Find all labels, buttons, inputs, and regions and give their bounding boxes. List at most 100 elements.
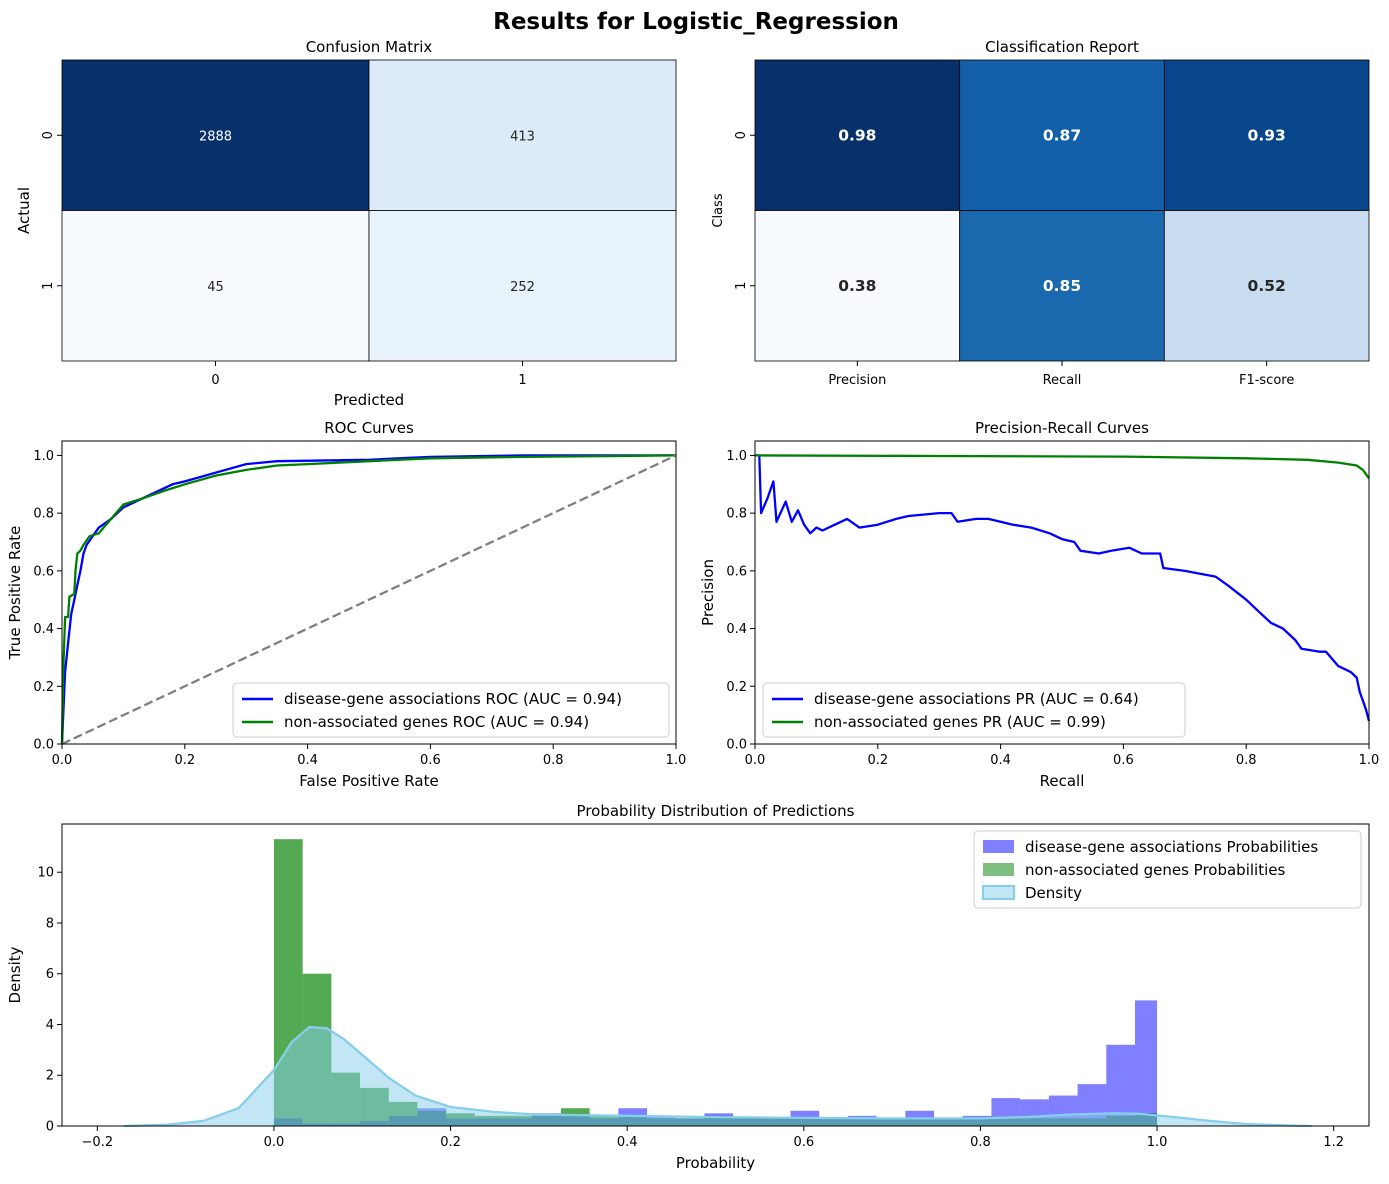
y-tick-label: 1 (734, 282, 749, 290)
y-tick-label: 6 (46, 967, 54, 982)
x-tick-label: 1 (518, 373, 526, 388)
heatmap-cell (61, 210, 370, 362)
heatmap-cell (1163, 59, 1370, 211)
plot-frame (61, 823, 1370, 1127)
legend-label: non-associated genes PR (AUC = 0.99) (814, 713, 1106, 731)
x-tick-label: 0.6 (1113, 753, 1134, 768)
heatmap-cell-label: 0.38 (838, 277, 876, 295)
x-tick-label: −0.2 (82, 1135, 114, 1150)
y-tick-label: 0.6 (33, 564, 54, 579)
x-axis-label: Probability (676, 1154, 755, 1172)
x-tick-label: 1.0 (1147, 1135, 1168, 1150)
y-tick-label: 0.2 (33, 680, 54, 695)
density-area (123, 1027, 1312, 1126)
legend-label: non-associated genes ROC (AUC = 0.94) (284, 713, 589, 731)
heatmap-cell-label: 2888 (199, 129, 232, 144)
y-tick-label: 0 (734, 131, 749, 139)
y-tick-label: 0.4 (33, 622, 54, 637)
y-tick-label: 0 (41, 131, 56, 139)
heatmap-cell (959, 59, 1165, 211)
x-tick-label: 0.2 (440, 1135, 461, 1150)
x-tick-label: 0.8 (970, 1135, 991, 1150)
heatmap-cell-label: 0.98 (838, 126, 876, 144)
x-tick-label: 0.2 (867, 753, 888, 768)
heatmap-cell (368, 210, 677, 362)
x-tick-label: 0.4 (617, 1135, 638, 1150)
x-tick-label: 0.0 (264, 1135, 285, 1150)
heatmap-cell (61, 59, 370, 211)
plot-title: Probability Distribution of Predictions (577, 802, 855, 820)
y-tick-label: 0.6 (726, 564, 747, 579)
hist-bar-disease-gene (1134, 1000, 1158, 1126)
x-axis-label: False Positive Rate (299, 772, 438, 790)
figure-suptitle: Results for Logistic_Regression (493, 9, 899, 35)
legend-label: disease-gene associations ROC (AUC = 0.9… (284, 690, 622, 708)
legend-label: disease-gene associations PR (AUC = 0.64… (814, 690, 1139, 708)
x-tick-label: 1.0 (666, 753, 687, 768)
x-tick-label: 0.4 (297, 753, 318, 768)
y-axis-label: Precision (699, 559, 717, 626)
plot-frame (754, 440, 1370, 745)
series-line (754, 454, 1370, 480)
y-tick-label: 0.8 (726, 507, 747, 522)
heatmap-cell-label: 0.52 (1248, 277, 1286, 295)
y-tick-label: 0.8 (33, 507, 54, 522)
x-tick-label: Precision (828, 373, 886, 388)
heatmap-cell (368, 59, 677, 211)
heatmap-cell-label: 0.87 (1043, 126, 1081, 144)
x-tick-label: 1.0 (1359, 753, 1380, 768)
y-tick-label: 0 (46, 1120, 54, 1135)
y-tick-label: 10 (37, 866, 54, 881)
legend-box (232, 682, 670, 738)
heatmap-cell-label: 0.85 (1043, 277, 1081, 295)
y-tick-label: 1.0 (726, 449, 747, 464)
heatmap-title: Confusion Matrix (306, 38, 433, 56)
series-line (60, 454, 677, 745)
x-tick-label: 1.2 (1323, 1135, 1344, 1150)
y-tick-label: 8 (46, 916, 54, 931)
density-line (123, 1025, 1312, 1128)
legend-label: disease-gene associations Probabilities (1025, 838, 1318, 856)
heatmap-cell (959, 210, 1165, 362)
series-line (755, 454, 1371, 722)
heatmap-cell-label: 0.93 (1248, 126, 1286, 144)
x-tick-label: 0.0 (745, 753, 766, 768)
x-tick-label: 0.8 (543, 753, 564, 768)
heatmap-cell-label: 413 (510, 129, 535, 144)
legend-swatch (983, 863, 1014, 876)
y-axis-label: True Positive Rate (6, 526, 24, 661)
heatmap-cell (1163, 210, 1370, 362)
y-axis-label: Actual (15, 187, 33, 234)
y-tick-label: 1 (41, 282, 56, 290)
x-tick-label: 0.0 (52, 753, 73, 768)
chance-diagonal-line (61, 454, 677, 746)
legend-label: Density (1025, 884, 1082, 902)
y-axis-label: Class (711, 193, 726, 227)
x-tick-label: 0 (211, 373, 219, 388)
legend-box (762, 682, 1186, 738)
plot-title: Precision-Recall Curves (975, 419, 1149, 437)
y-axis-label: Density (6, 946, 24, 1003)
x-tick-label: Recall (1043, 373, 1082, 388)
x-tick-label: F1-score (1239, 373, 1294, 388)
heatmap-title: Classification Report (985, 38, 1139, 56)
plot-frame (61, 440, 677, 745)
legend-box (973, 830, 1362, 909)
y-tick-label: 4 (46, 1018, 54, 1033)
legend-swatch (983, 840, 1014, 853)
x-tick-label: 0.6 (420, 753, 441, 768)
x-axis-label: Predicted (334, 391, 404, 409)
x-tick-label: 0.4 (990, 753, 1011, 768)
y-tick-label: 1.0 (33, 449, 54, 464)
x-tick-label: 0.6 (793, 1135, 814, 1150)
y-tick-label: 0.0 (726, 738, 747, 753)
y-tick-label: 0.2 (726, 680, 747, 695)
y-tick-label: 0.0 (33, 738, 54, 753)
y-tick-label: 0.4 (726, 622, 747, 637)
legend-swatch (982, 885, 1015, 900)
x-tick-label: 0.2 (174, 753, 195, 768)
plot-title: ROC Curves (324, 419, 414, 437)
legend-label: non-associated genes Probabilities (1025, 861, 1285, 879)
